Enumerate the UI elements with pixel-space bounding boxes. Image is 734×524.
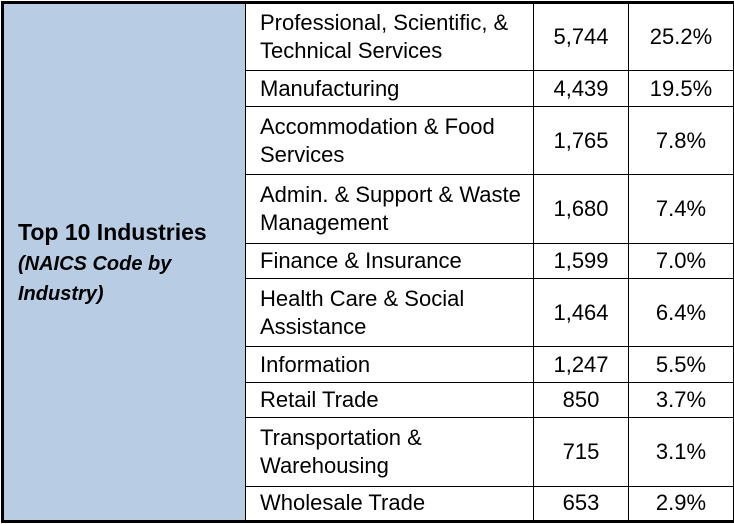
- industry-percent: 5.5%: [628, 346, 734, 383]
- industry-count: 1,464: [533, 278, 629, 348]
- table-row: Admin. & Support & Waste Management 1,68…: [3, 174, 734, 244]
- table-row: Retail Trade 850 3.7%: [3, 381, 734, 419]
- industry-name: Accommodation & Food Services: [245, 105, 534, 176]
- industry-name: Health Care & Social Assistance: [245, 278, 534, 348]
- industry-count: 5,744: [533, 1, 629, 72]
- industry-percent: 7.8%: [628, 105, 734, 176]
- table-row: Information 1,247 5.5%: [3, 346, 734, 383]
- industry-count: 1,599: [533, 242, 629, 280]
- industry-percent: 7.4%: [628, 174, 734, 244]
- table-row: Finance & Insurance 1,599 7.0%: [3, 242, 734, 280]
- industry-percent: 7.0%: [628, 242, 734, 280]
- industry-count: 653: [533, 485, 629, 523]
- industry-count: 1,765: [533, 105, 629, 176]
- industry-percent: 6.4%: [628, 278, 734, 348]
- industry-name: Information: [245, 346, 534, 383]
- industry-percent: 19.5%: [628, 70, 734, 107]
- industry-percent: 3.7%: [628, 381, 734, 419]
- table-row: Wholesale Trade 653 2.9%: [3, 485, 734, 523]
- row-header-cell: Top 10 Industries (NAICS Code by Industr…: [2, 2, 246, 522]
- industry-name: Transportation & Warehousing: [245, 417, 534, 487]
- industry-name: Retail Trade: [245, 381, 534, 419]
- industry-percent: 2.9%: [628, 485, 734, 523]
- industry-name: Finance & Insurance: [245, 242, 534, 280]
- industry-percent: 25.2%: [628, 1, 734, 72]
- table-row: Manufacturing 4,439 19.5%: [3, 70, 734, 107]
- industry-name: Admin. & Support & Waste Management: [245, 174, 534, 244]
- table-subheading: (NAICS Code by Industry): [18, 252, 172, 305]
- industry-name: Manufacturing: [245, 70, 534, 107]
- industry-name: Professional, Scientific, & Technical Se…: [245, 1, 534, 72]
- industry-count: 715: [533, 417, 629, 487]
- table-heading: Top 10 Industries: [18, 218, 207, 245]
- industry-percent: 3.1%: [628, 417, 734, 487]
- industry-count: 1,247: [533, 346, 629, 383]
- industry-count: 1,680: [533, 174, 629, 244]
- industry-name: Wholesale Trade: [245, 485, 534, 523]
- industry-count: 850: [533, 381, 629, 419]
- industry-count: 4,439: [533, 70, 629, 107]
- table-row: Transportation & Warehousing 715 3.1%: [3, 417, 734, 487]
